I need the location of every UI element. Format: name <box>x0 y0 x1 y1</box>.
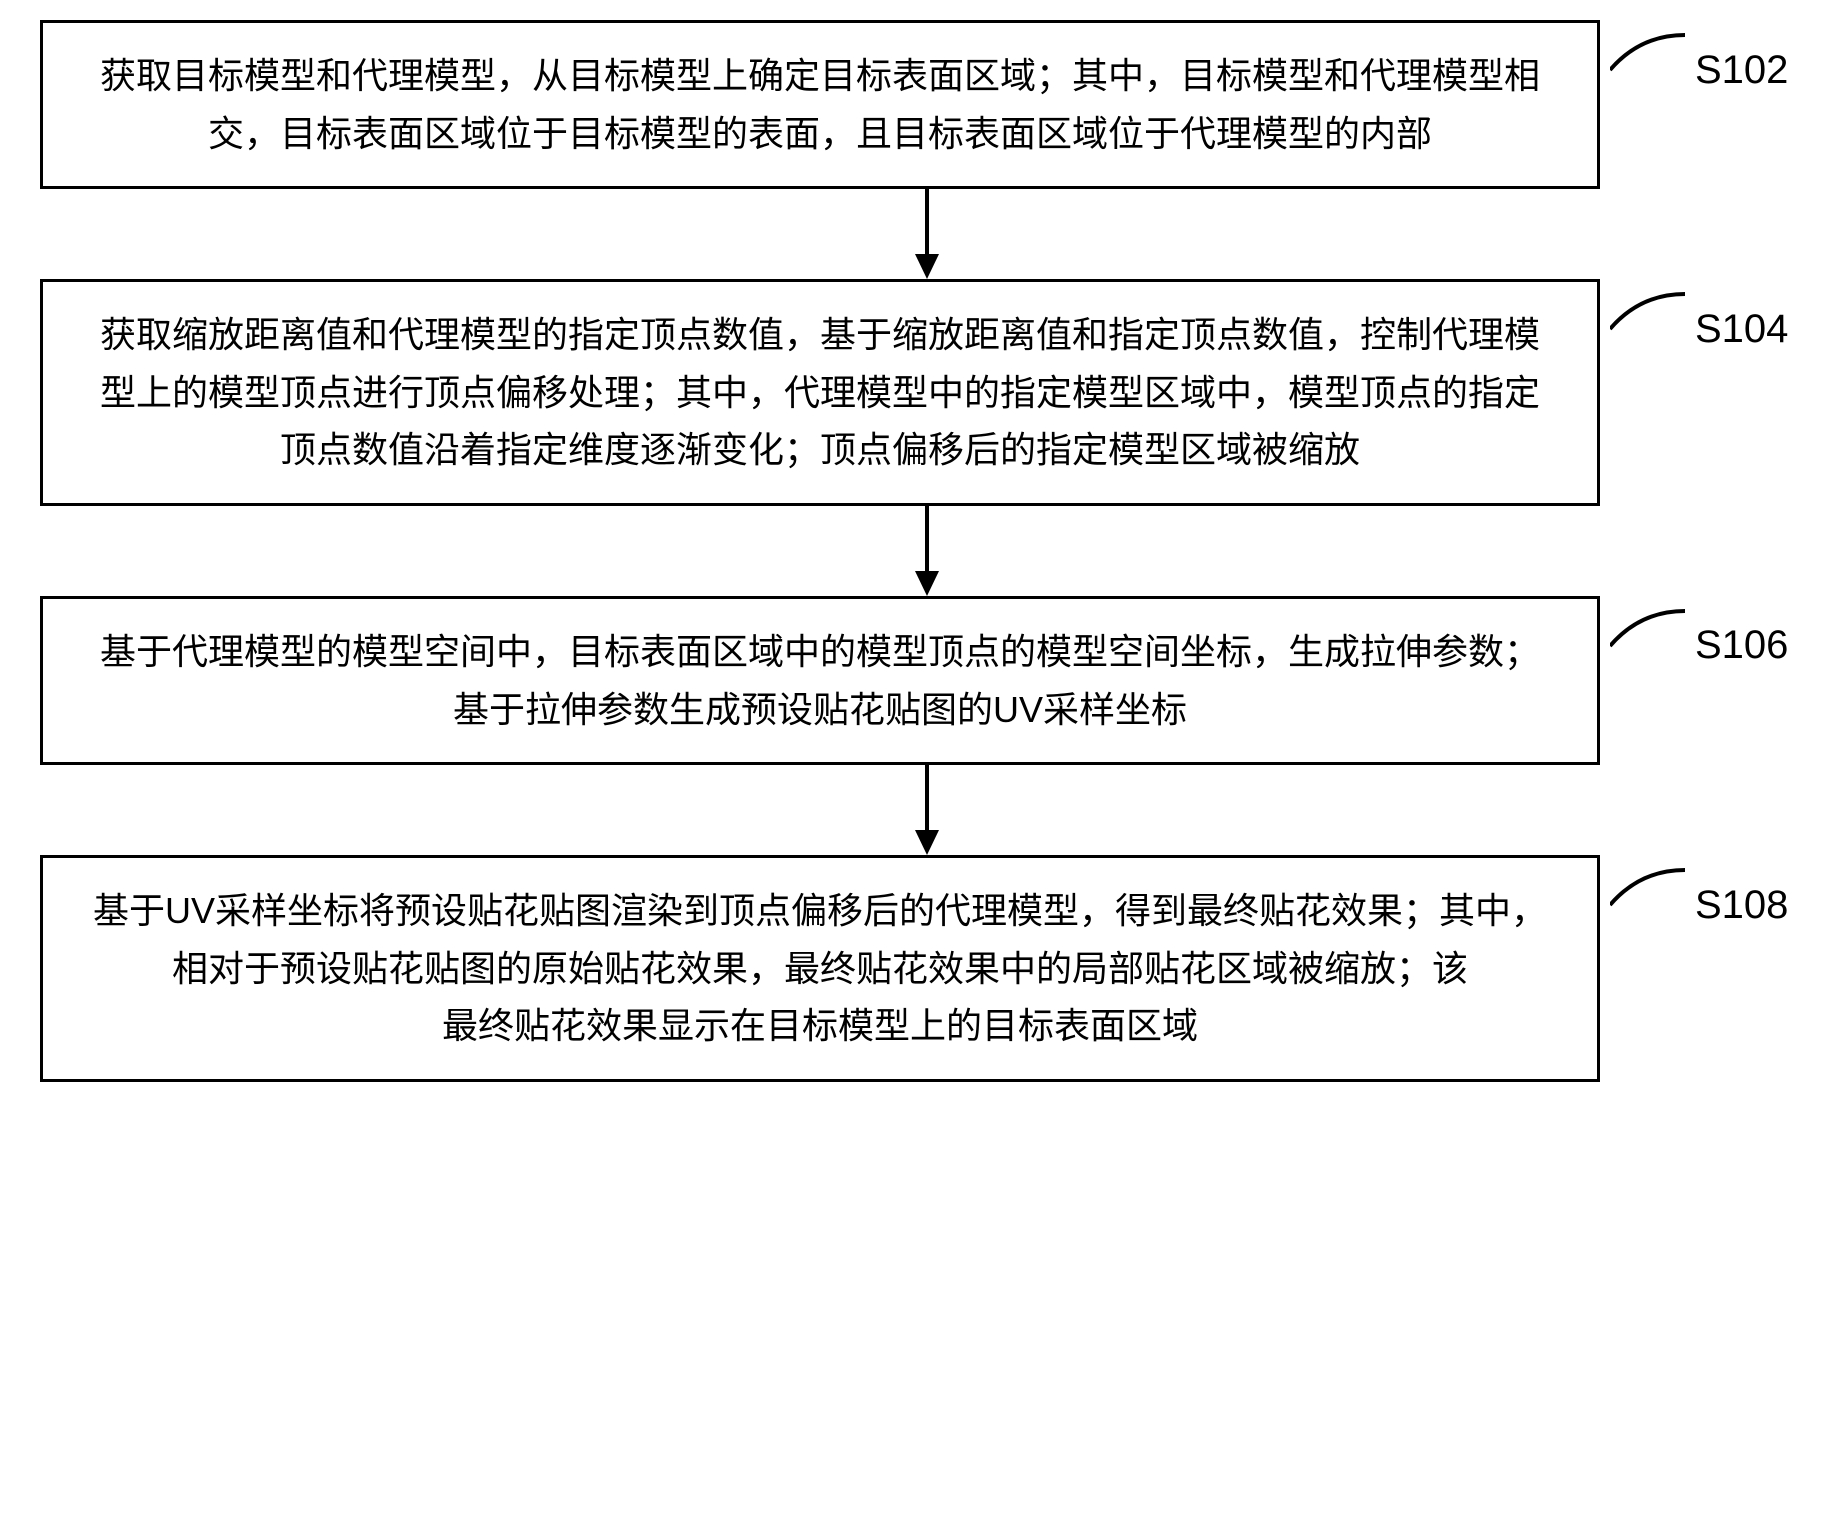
step-label-1: S102 <box>1695 48 1788 93</box>
curve-connector-icon <box>1610 865 1690 945</box>
step-container-2: 获取缩放距离值和代理模型的指定顶点数值，基于缩放距离值和指定顶点数值，控制代理模… <box>20 279 1813 506</box>
step-text-3: 基于代理模型的模型空间中，目标表面区域中的模型顶点的模型空间坐标，生成拉伸参数；… <box>100 631 1540 730</box>
step-container-4: 基于UV采样坐标将预设贴花贴图渲染到顶点偏移后的代理模型，得到最终贴花效果；其中… <box>20 855 1813 1082</box>
arrow-container-3 <box>127 765 1727 855</box>
step-box-2: 获取缩放距离值和代理模型的指定顶点数值，基于缩放距离值和指定顶点数值，控制代理模… <box>40 279 1600 506</box>
arrow-container-1 <box>127 189 1727 279</box>
step-box-3: 基于代理模型的模型空间中，目标表面区域中的模型顶点的模型空间坐标，生成拉伸参数；… <box>40 596 1600 765</box>
step-label-wrapper-1: S102 <box>1610 30 1788 110</box>
step-label-3: S106 <box>1695 623 1788 668</box>
flowchart-container: 获取目标模型和代理模型，从目标模型上确定目标表面区域；其中，目标模型和代理模型相… <box>20 20 1813 1082</box>
arrow-down-icon <box>907 506 947 596</box>
step-container-3: 基于代理模型的模型空间中，目标表面区域中的模型顶点的模型空间坐标，生成拉伸参数；… <box>20 596 1813 765</box>
curve-connector-icon <box>1610 30 1690 110</box>
step-label-wrapper-2: S104 <box>1610 289 1788 369</box>
step-box-1: 获取目标模型和代理模型，从目标模型上确定目标表面区域；其中，目标模型和代理模型相… <box>40 20 1600 189</box>
step-label-wrapper-4: S108 <box>1610 865 1788 945</box>
step-box-4: 基于UV采样坐标将预设贴花贴图渲染到顶点偏移后的代理模型，得到最终贴花效果；其中… <box>40 855 1600 1082</box>
curve-connector-icon <box>1610 606 1690 686</box>
step-container-1: 获取目标模型和代理模型，从目标模型上确定目标表面区域；其中，目标模型和代理模型相… <box>20 20 1813 189</box>
step-label-wrapper-3: S106 <box>1610 606 1788 686</box>
step-text-2: 获取缩放距离值和代理模型的指定顶点数值，基于缩放距离值和指定顶点数值，控制代理模… <box>100 314 1540 470</box>
curve-connector-icon <box>1610 289 1690 369</box>
step-text-1: 获取目标模型和代理模型，从目标模型上确定目标表面区域；其中，目标模型和代理模型相… <box>100 55 1540 154</box>
step-label-4: S108 <box>1695 883 1788 928</box>
arrow-down-icon <box>907 189 947 279</box>
arrow-container-2 <box>127 506 1727 596</box>
step-label-2: S104 <box>1695 307 1788 352</box>
step-text-4: 基于UV采样坐标将预设贴花贴图渲染到顶点偏移后的代理模型，得到最终贴花效果；其中… <box>93 890 1547 1046</box>
arrow-down-icon <box>907 765 947 855</box>
